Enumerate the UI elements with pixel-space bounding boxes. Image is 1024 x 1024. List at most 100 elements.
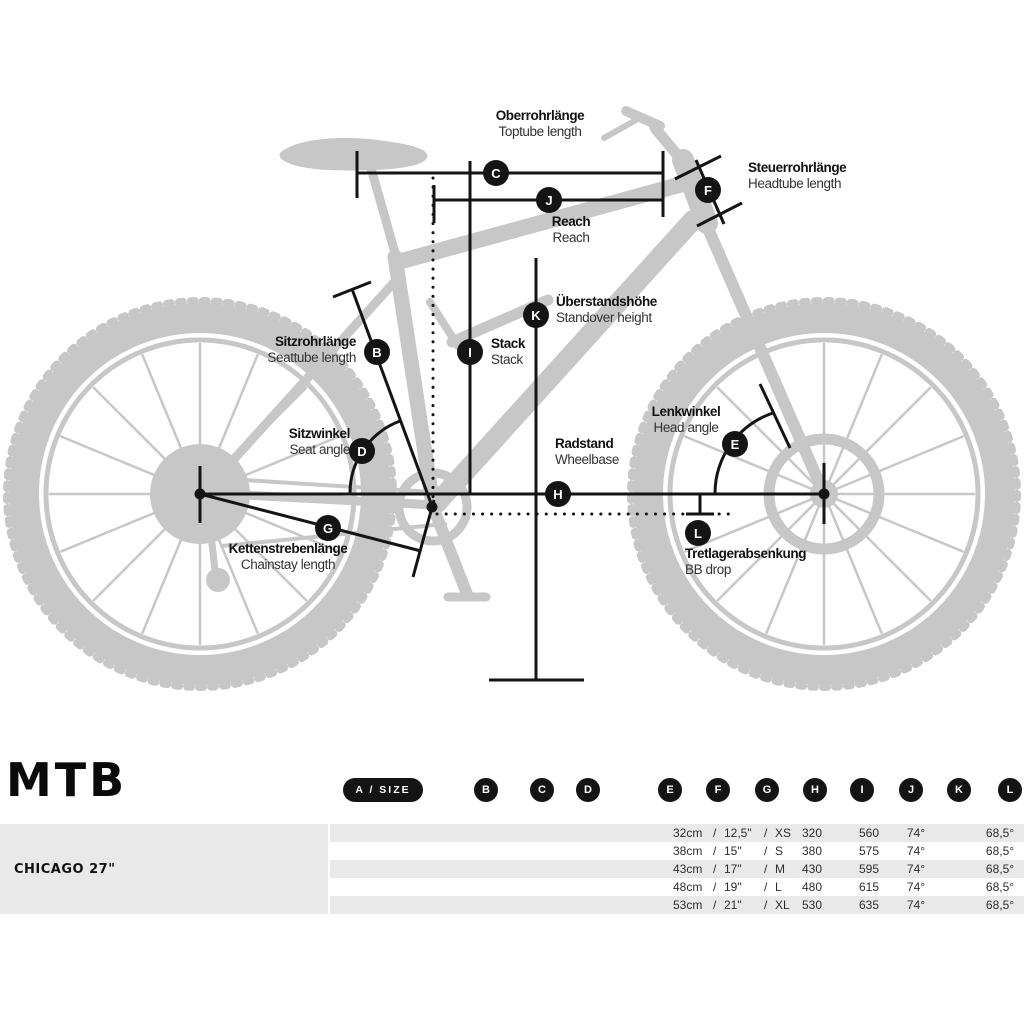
label-stack: Stack Stack bbox=[491, 336, 526, 367]
diagram-badge-C: C bbox=[483, 160, 509, 186]
diagram-badge-I: I bbox=[457, 339, 483, 365]
col-badge-L: L bbox=[998, 778, 1022, 802]
cell-size-inch: 17" bbox=[724, 862, 742, 876]
cell-E: 68,5° bbox=[985, 862, 1015, 876]
diagram-badge-G: G bbox=[315, 515, 341, 541]
cell-size-cm: 43cm bbox=[673, 862, 703, 876]
size-header-pill: A / SIZE bbox=[343, 778, 423, 802]
fork bbox=[700, 218, 827, 493]
brake-lever bbox=[601, 117, 639, 141]
bike-silhouette bbox=[3, 106, 1021, 691]
cell-B: 430 bbox=[801, 862, 823, 876]
col-badge-E: E bbox=[658, 778, 682, 802]
cell-size-label: S bbox=[775, 844, 784, 858]
crank-arm bbox=[427, 501, 473, 600]
saddle bbox=[279, 137, 428, 171]
chainring bbox=[394, 468, 472, 546]
diagram-badge-D: D bbox=[349, 438, 375, 464]
cell-C: 595 bbox=[858, 862, 880, 876]
chain-top bbox=[212, 476, 434, 494]
cell-size-cm: 48cm bbox=[673, 880, 703, 894]
cell-C: 560 bbox=[858, 826, 880, 840]
cell-size-inch: 19" bbox=[724, 880, 742, 894]
cell-size-inch: 12,5" bbox=[724, 826, 752, 840]
col-badge-H: H bbox=[803, 778, 827, 802]
cell-sep: / bbox=[713, 826, 717, 840]
col-badge-B: B bbox=[474, 778, 498, 802]
cell-E: 68,5° bbox=[985, 880, 1015, 894]
col-badge-C: C bbox=[530, 778, 554, 802]
table-row: 43cm / 17" / M 430 595 74° 68,5° 125 435… bbox=[330, 860, 1024, 878]
diagram-badge-J: J bbox=[536, 187, 562, 213]
label-reach: Reach Reach bbox=[551, 214, 591, 245]
derailleur bbox=[203, 496, 219, 574]
bb-dot bbox=[426, 501, 438, 513]
cell-C: 615 bbox=[858, 880, 880, 894]
col-badge-J: J bbox=[899, 778, 923, 802]
cell-D: 74° bbox=[906, 880, 926, 894]
diagram-badge-K: K bbox=[523, 302, 549, 328]
cell-size-label: L bbox=[775, 880, 782, 894]
label-chainstay: Kettenstrebenlänge Chainstay length bbox=[228, 541, 348, 572]
label-wheelbase: Radstand Wheelbase bbox=[555, 436, 619, 467]
bike-geometry-diagram: Oberrohrlänge Toptube length Reach Reach… bbox=[3, 106, 1021, 691]
label-toptube: Oberrohrlänge Toptube length bbox=[495, 108, 585, 139]
cell-C: 635 bbox=[858, 898, 880, 912]
label-seattube: Sitzrohrlänge Seattube length bbox=[267, 334, 356, 365]
cell-D: 74° bbox=[906, 898, 926, 912]
label-standover: Überstandshöhe Standover height bbox=[556, 294, 657, 325]
cell-E: 68,5° bbox=[985, 826, 1015, 840]
cell-size-cm: 32cm bbox=[673, 826, 703, 840]
diagram-badge-E: E bbox=[722, 431, 748, 457]
table-row: 32cm / 12,5" / XS 320 560 74° 68,5° 100 … bbox=[330, 824, 1024, 842]
stem bbox=[649, 122, 690, 169]
cell-E: 68,5° bbox=[985, 844, 1015, 858]
cell-sep: / bbox=[713, 898, 717, 912]
cell-sep: / bbox=[764, 862, 768, 876]
model-name: CHICAGO 27" bbox=[14, 861, 116, 877]
cell-size-inch: 21" bbox=[724, 898, 742, 912]
table-row: 38cm / 15" / S 380 575 74° 68,5° 110 435… bbox=[330, 842, 1024, 860]
cell-sep: / bbox=[764, 844, 768, 858]
cell-size-inch: 15" bbox=[724, 844, 742, 858]
diagram-badge-L: L bbox=[685, 520, 711, 546]
front-axle-dot bbox=[818, 488, 830, 500]
cell-D: 74° bbox=[906, 862, 926, 876]
cell-sep: / bbox=[713, 844, 717, 858]
col-badge-I: I bbox=[850, 778, 874, 802]
cell-sep: / bbox=[713, 862, 717, 876]
cell-sep: / bbox=[764, 898, 768, 912]
seattube-line bbox=[350, 288, 434, 507]
category-logo: MTB bbox=[6, 753, 128, 807]
cell-sep: / bbox=[713, 880, 717, 894]
down-tube bbox=[427, 210, 703, 513]
cell-sep: / bbox=[764, 826, 768, 840]
diagram-badge-F: F bbox=[695, 177, 721, 203]
cell-size-label: M bbox=[775, 862, 785, 876]
cell-size-label: XS bbox=[775, 826, 792, 840]
top-tube bbox=[390, 174, 698, 270]
measurement-lines bbox=[198, 151, 826, 682]
cell-B: 380 bbox=[801, 844, 823, 858]
model-band: CHICAGO 27" bbox=[0, 824, 328, 914]
cell-E: 68,5° bbox=[985, 898, 1015, 912]
cell-size-cm: 53cm bbox=[673, 898, 703, 912]
handlebar bbox=[621, 106, 665, 131]
bike-diagram-svg bbox=[3, 106, 1021, 691]
label-bbdrop: Tretlagerabsenkung BB drop bbox=[685, 546, 807, 577]
cell-C: 575 bbox=[858, 844, 880, 858]
label-headtube: Steuerrohrlänge Headtube length bbox=[748, 160, 847, 191]
label-headangle: Lenkwinkel Head angle bbox=[651, 404, 721, 435]
cell-B: 480 bbox=[801, 880, 823, 894]
seat-tube bbox=[387, 249, 441, 513]
cell-B: 320 bbox=[801, 826, 823, 840]
chainstay-line bbox=[199, 492, 422, 553]
label-seatangle: Sitzwinkel Seat angle bbox=[288, 426, 351, 457]
steering-axis-lower bbox=[758, 383, 792, 449]
cell-D: 74° bbox=[906, 826, 926, 840]
cell-D: 74° bbox=[906, 844, 926, 858]
cell-size-cm: 38cm bbox=[673, 844, 703, 858]
seatpost bbox=[366, 163, 402, 265]
col-badge-G: G bbox=[755, 778, 779, 802]
